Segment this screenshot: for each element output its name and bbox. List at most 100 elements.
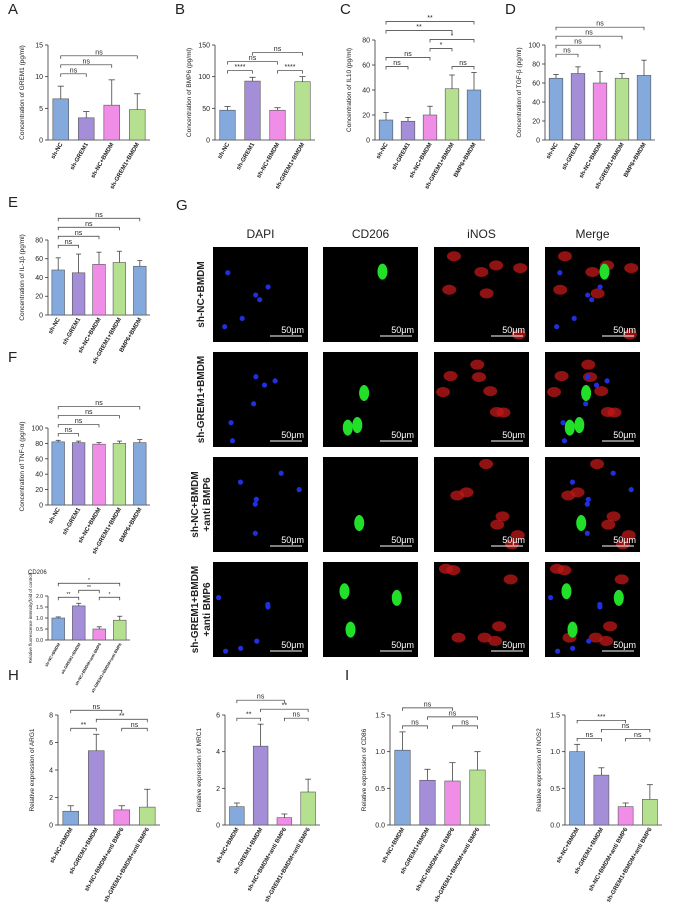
bar: [444, 780, 461, 826]
significance-label: ns: [83, 58, 91, 65]
y-tick-label: 80: [35, 441, 43, 448]
y-tick-label: 1.5: [375, 712, 385, 719]
y-tick-label: 100: [198, 74, 210, 81]
y-axis-label: Relative expression of NOS2: [536, 728, 543, 812]
y-tick-label: 0: [536, 137, 540, 144]
significance-bracket: [451, 66, 475, 70]
significance-label: ns: [585, 30, 593, 37]
cell-inos: [483, 386, 498, 397]
cell-cd206: [339, 583, 350, 600]
bar: [300, 791, 316, 826]
column-header: CD206: [352, 227, 390, 241]
cell-inos: [446, 251, 461, 262]
row-label-line: sh-NC+BMDM: [196, 261, 207, 327]
y-tick-label: 0.5: [375, 786, 385, 793]
nucleus: [228, 420, 234, 426]
significance-label: ns: [65, 427, 73, 434]
significance-label: **: [246, 712, 252, 719]
panel-label: D: [505, 1, 516, 18]
x-tick-label: sh-GREM1+BMDM: [60, 641, 82, 674]
cell-inos: [549, 563, 564, 574]
nucleus: [604, 378, 610, 384]
cell-inos: [489, 406, 504, 417]
significance-bracket: [385, 66, 409, 70]
bar: [78, 117, 95, 141]
bar: [133, 442, 147, 506]
y-tick-label: 0: [39, 137, 43, 144]
significance-bracket: [236, 717, 261, 722]
scale-bar-label: 50μm: [502, 640, 525, 650]
cell-inos: [450, 490, 465, 501]
cell-inos: [594, 386, 609, 397]
nucleus: [229, 438, 236, 444]
y-tick-label: 2: [216, 786, 220, 793]
y-tick-label: 40: [35, 275, 43, 282]
cell-cd206: [567, 621, 578, 638]
significance-label: **: [81, 722, 87, 729]
x-tick-label: sh-GREM1: [70, 141, 91, 171]
cell-inos: [554, 371, 569, 382]
y-tick-label: 0.5: [36, 627, 43, 633]
significance-label: ns: [596, 21, 604, 28]
significance-bracket: [429, 39, 475, 43]
x-tick-label: BMP6+BMDM: [453, 142, 478, 179]
x-tick-label: sh-NC: [217, 141, 231, 160]
bar: [569, 751, 585, 826]
significance-bracket: [78, 589, 100, 594]
nucleus: [555, 648, 561, 654]
cell-cd206: [576, 514, 587, 531]
x-tick-label: sh-GREM1+BMDM+anti BMP6: [264, 826, 312, 903]
y-tick-label: 20: [532, 118, 540, 125]
y-tick-label: 0: [366, 137, 370, 144]
row-label-line: sh-GREM1+BMDM: [190, 566, 201, 654]
bar: [92, 443, 106, 506]
significance-label: **: [416, 24, 422, 31]
x-tick-label: sh-GREM1+BMDM: [275, 142, 306, 190]
significance-label: ****: [285, 64, 296, 71]
nucleus: [569, 479, 576, 485]
cell-cd206: [391, 589, 402, 606]
bar: [617, 806, 634, 826]
y-axis-label: Relative expression of CD86: [361, 728, 368, 811]
x-tick-label: sh-NC+BMDM: [381, 827, 406, 865]
scale-bar-label: 50μm: [613, 535, 636, 545]
bar: [276, 817, 293, 826]
significance-bracket: [555, 35, 623, 40]
significance-bracket: [385, 21, 475, 25]
nucleus: [554, 324, 560, 330]
row-label: sh-GREM1+BMDM: [196, 356, 207, 444]
x-tick-label: BMP6+BMDM: [119, 317, 144, 354]
y-axis-label: Concentration of GREM1 (pg/ml): [19, 45, 26, 140]
cell-inos: [510, 530, 525, 541]
significance-label: *: [109, 592, 111, 598]
cell-inos: [621, 530, 636, 541]
y-tick-label: 8: [49, 712, 53, 719]
bar: [103, 104, 120, 141]
y-axis-label: Concentration of TNF-α (pg/ml): [19, 422, 26, 512]
y-tick-label: 80: [532, 61, 540, 68]
y-tick-label: 40: [532, 99, 540, 106]
y-tick-label: 40: [35, 472, 43, 479]
scale-bar-label: 50μm: [502, 430, 525, 440]
significance-bracket: [260, 708, 309, 713]
nucleus: [585, 292, 591, 298]
significance-label: *: [88, 578, 90, 584]
y-tick-label: 1.5: [36, 605, 43, 611]
bar: [294, 81, 311, 141]
row-label: sh-NC+BMDM+anti BMP6: [190, 471, 213, 537]
bar: [113, 619, 127, 641]
micrograph: [323, 352, 418, 447]
bar: [113, 809, 130, 826]
significance-bracket: [402, 707, 453, 711]
significance-bracket: [70, 709, 123, 714]
significance-bracket: [227, 70, 253, 74]
row-label-line: +anti BMP6: [202, 477, 213, 532]
cell-inos: [600, 406, 615, 417]
significance-label: ns: [574, 39, 582, 46]
x-tick-label: sh-NC+BMDM: [256, 142, 281, 180]
nucleus: [272, 378, 278, 384]
cell-inos: [511, 329, 526, 340]
cell-inos: [490, 519, 505, 530]
micrograph: [213, 457, 308, 552]
cell-inos: [547, 387, 562, 398]
